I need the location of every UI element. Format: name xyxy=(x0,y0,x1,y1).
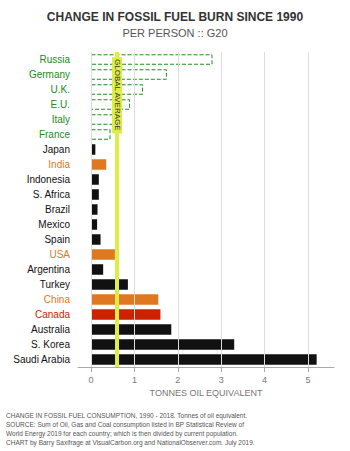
svg-text:Germany: Germany xyxy=(29,69,70,80)
svg-text:Indonesia: Indonesia xyxy=(27,174,71,185)
svg-text:3: 3 xyxy=(219,375,224,385)
svg-text:S. Africa: S. Africa xyxy=(33,189,71,200)
svg-text:PER PERSON :: G20: PER PERSON :: G20 xyxy=(122,27,227,39)
svg-text:1: 1 xyxy=(132,375,137,385)
svg-text:SOURCE: Sum of Oil, Gas and Co: SOURCE: Sum of Oil, Gas and Coal consump… xyxy=(6,421,244,429)
svg-text:U.K.: U.K. xyxy=(51,84,70,95)
svg-text:World Energy 2019 for each cou: World Energy 2019 for each country; whic… xyxy=(6,430,238,438)
svg-text:Japan: Japan xyxy=(43,144,70,155)
svg-text:Saudi Arabia: Saudi Arabia xyxy=(13,354,70,365)
svg-text:4: 4 xyxy=(262,375,267,385)
svg-text:Spain: Spain xyxy=(44,234,70,245)
svg-text:India: India xyxy=(48,159,70,170)
svg-text:S. Korea: S. Korea xyxy=(31,339,70,350)
svg-text:Brazil: Brazil xyxy=(45,204,70,215)
svg-text:Canada: Canada xyxy=(35,309,70,320)
svg-text:Turkey: Turkey xyxy=(40,279,70,290)
svg-text:Russia: Russia xyxy=(39,54,70,65)
svg-text:Mexico: Mexico xyxy=(38,219,70,230)
svg-text:2: 2 xyxy=(175,375,180,385)
svg-text:USA: USA xyxy=(49,249,70,260)
svg-text:China: China xyxy=(44,294,71,305)
svg-text:E.U.: E.U. xyxy=(51,99,70,110)
svg-text:France: France xyxy=(39,129,71,140)
svg-text:0: 0 xyxy=(89,375,94,385)
svg-text:CHART by Barry Saxifrage at Vi: CHART by Barry Saxifrage at VisualCarbon… xyxy=(6,439,255,447)
svg-text:Argentina: Argentina xyxy=(27,264,70,275)
svg-text:Italy: Italy xyxy=(52,114,70,125)
svg-text:5: 5 xyxy=(305,375,310,385)
svg-text:CHANGE IN FOSSIL FUEL BURN SIN: CHANGE IN FOSSIL FUEL BURN SINCE 1990 xyxy=(47,10,304,24)
svg-text:GLOBAL AVERAGE: GLOBAL AVERAGE xyxy=(113,59,122,131)
svg-text:CHANGE IN FOSSIL FUEL CONSUMPT: CHANGE IN FOSSIL FUEL CONSUMPTION, 1990 … xyxy=(6,412,247,420)
svg-text:TONNES OIL EQUIVALENT: TONNES OIL EQUIVALENT xyxy=(150,388,263,398)
svg-text:Australia: Australia xyxy=(31,324,70,335)
